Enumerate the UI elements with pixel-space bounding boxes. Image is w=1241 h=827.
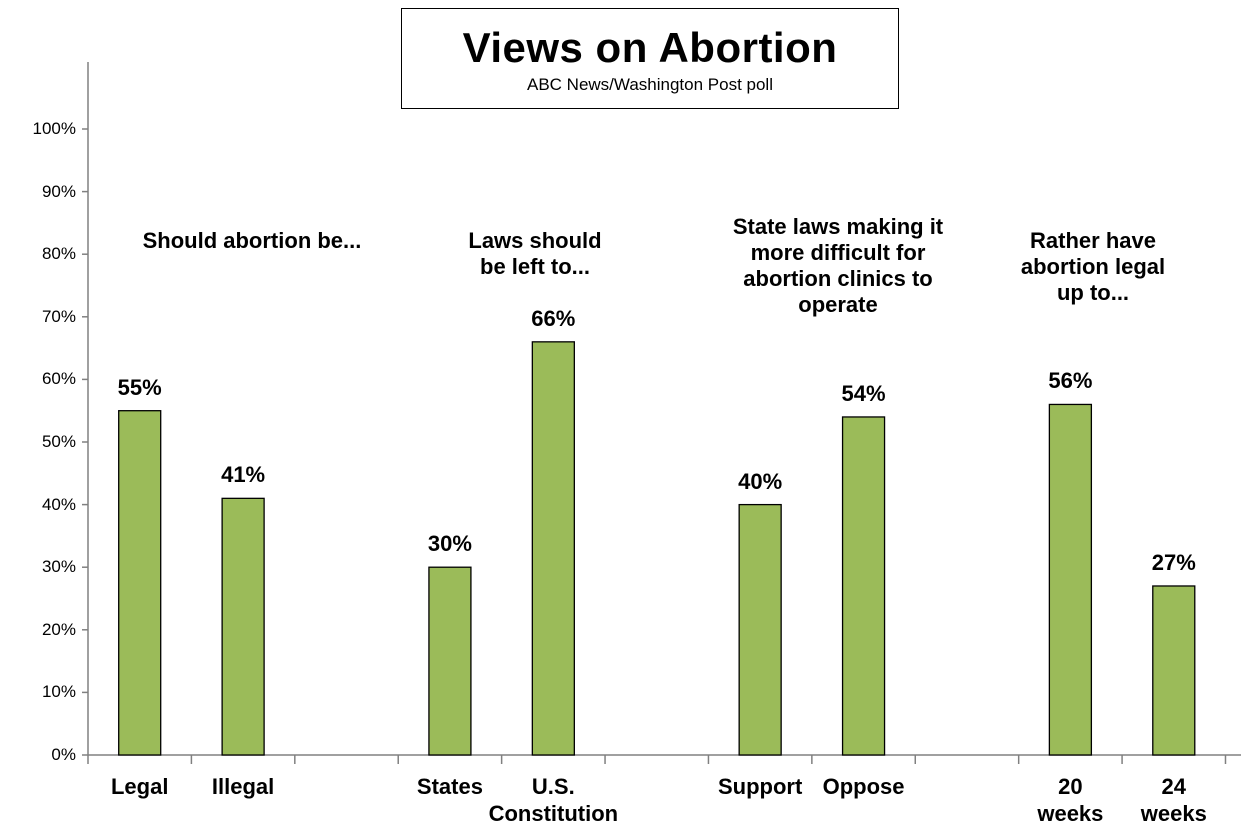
x-category-label: U.S. Constitution <box>488 774 619 826</box>
x-category-label: Support <box>717 774 803 799</box>
bar-value-label: 55% <box>117 374 162 400</box>
group-label: Laws should be left to... <box>468 228 602 279</box>
y-tick-label: 10% <box>41 682 76 702</box>
bar-value-label: 41% <box>221 462 266 488</box>
bars <box>118 341 1196 756</box>
x-category-label: 24 weeks <box>1140 774 1207 826</box>
bar <box>1152 585 1196 756</box>
group-label: Should abortion be... <box>142 228 362 253</box>
bar-value-label: 27% <box>1151 549 1196 575</box>
bar <box>738 503 782 756</box>
chart-subtitle: ABC News/Washington Post poll <box>527 75 773 94</box>
x-category-label: 20 weeks <box>1037 774 1104 826</box>
y-tick-label: 60% <box>41 369 76 389</box>
y-tick-label: 40% <box>41 494 76 514</box>
bar <box>841 416 886 756</box>
y-tick-label: 90% <box>41 181 76 201</box>
bar-value-label: 40% <box>738 468 783 494</box>
bar <box>221 497 265 756</box>
bar-value-label: 56% <box>1048 368 1093 394</box>
y-tick-label: 50% <box>41 432 76 451</box>
x-category-label: Oppose <box>822 774 905 799</box>
y-tick-label: 100% <box>32 119 76 138</box>
y-tick-label: 70% <box>41 306 76 326</box>
bar-value-label: 54% <box>841 380 886 406</box>
bar <box>1048 403 1093 756</box>
y-tick-label: 80% <box>41 244 76 264</box>
bar-value-label: 30% <box>427 531 472 557</box>
chart-title: Views on Abortion <box>462 24 838 71</box>
bar <box>428 566 472 756</box>
y-tick-label: 30% <box>41 557 76 577</box>
chart-title-box: Views on Abortion ABC News/Washington Po… <box>401 8 899 109</box>
bar <box>531 341 575 756</box>
y-tick-label: 0% <box>51 745 76 764</box>
group-label: Rather have abortion legal up to... <box>1020 228 1166 305</box>
group-label: State laws making it more difficult for … <box>732 214 944 317</box>
bar-value-label: 66% <box>531 305 576 331</box>
bar <box>118 410 162 756</box>
x-category-label: Legal <box>110 774 169 799</box>
x-category-label: Illegal <box>211 774 275 799</box>
x-category-label: States <box>416 774 483 799</box>
y-tick-label: 20% <box>41 619 76 639</box>
